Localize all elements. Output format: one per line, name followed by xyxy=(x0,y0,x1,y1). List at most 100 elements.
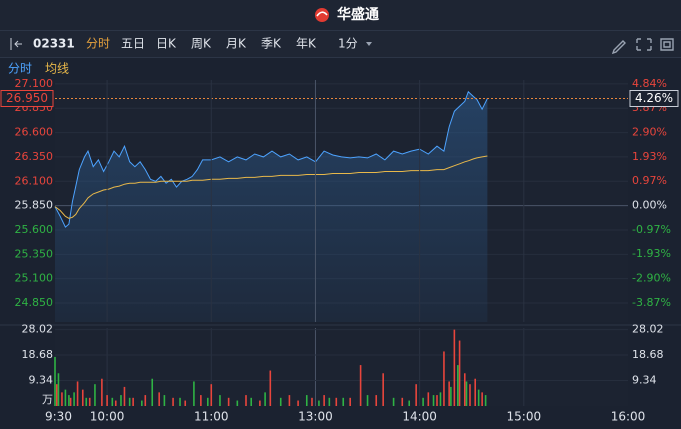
volume-bar xyxy=(422,397,424,406)
volume-bar xyxy=(106,395,108,406)
y-tick-label: 9.34 xyxy=(29,374,54,387)
volume-bar xyxy=(85,397,88,406)
volume-bar xyxy=(114,400,117,406)
y-tick-label: 25.600 xyxy=(15,223,54,236)
volume-bar xyxy=(401,397,404,406)
y-tick-label: 27.100 xyxy=(15,77,54,90)
volume-bar xyxy=(318,400,320,406)
volume-bar xyxy=(184,400,187,406)
volume-bar xyxy=(219,395,221,406)
volume-bar xyxy=(144,395,147,406)
volume-bar xyxy=(382,373,384,406)
y2-tick-label: -3.87% xyxy=(632,296,671,309)
x-tick-label: 11:00 xyxy=(194,410,229,424)
app-title: 华盛通 xyxy=(337,6,379,23)
volume-bar xyxy=(73,392,75,406)
y-tick-label: 26.350 xyxy=(15,150,54,163)
volume-bar xyxy=(474,378,476,406)
volume-bar xyxy=(55,384,58,406)
average-line xyxy=(54,155,488,219)
volume-bar xyxy=(264,392,266,406)
volume-bar xyxy=(236,400,239,406)
volume-bar xyxy=(484,395,487,406)
period-tab[interactable]: 季K xyxy=(261,37,282,51)
volume-bar xyxy=(323,395,325,406)
period-tab[interactable]: 月K xyxy=(226,37,247,51)
legend-bar xyxy=(0,58,681,80)
x-tick-label: 10:00 xyxy=(90,410,125,424)
y-tick-label: 24.850 xyxy=(15,296,54,309)
volume-bar xyxy=(439,392,442,406)
volume-bar xyxy=(415,384,417,406)
volume-bar xyxy=(57,373,60,406)
y2-tick-label: -1.93% xyxy=(632,247,671,260)
volume-bar xyxy=(64,389,67,406)
volume-bar xyxy=(342,397,345,406)
y2-tick-label: 18.68 xyxy=(632,348,664,361)
current-price-label: 26.950 xyxy=(6,91,48,105)
current-change-label: 4.26% xyxy=(635,91,673,105)
x-tick-label: 14:00 xyxy=(402,410,437,424)
volume-bar xyxy=(436,395,438,406)
volume-bar xyxy=(349,397,351,406)
volume-unit: 万 xyxy=(42,393,53,406)
y-tick-label: 25.850 xyxy=(15,199,54,212)
dropdown-arrow[interactable] xyxy=(366,42,372,46)
stock-code: 02331 xyxy=(33,37,75,51)
volume-bar xyxy=(427,392,430,406)
volume-bar xyxy=(457,365,459,406)
volume-bar xyxy=(101,378,103,406)
volume-bar xyxy=(61,392,63,406)
volume-bar xyxy=(375,395,378,406)
collapse-icon[interactable] xyxy=(10,38,22,50)
volume-bar xyxy=(128,397,131,406)
toolbar xyxy=(0,30,681,58)
volume-bar xyxy=(163,395,166,406)
volume-bar xyxy=(450,386,452,406)
period-tab[interactable]: 周K xyxy=(191,37,212,51)
y2-tick-label: 0.97% xyxy=(632,174,667,187)
volume-bar xyxy=(432,395,435,406)
x-tick-label: 13:00 xyxy=(298,410,333,424)
interval-select[interactable]: 1分 xyxy=(338,37,358,51)
volume-bar xyxy=(279,397,282,406)
volume-bar xyxy=(68,395,70,406)
volume-bar xyxy=(408,400,411,406)
volume-bar xyxy=(359,365,362,406)
volume-bar xyxy=(207,397,209,406)
period-tab[interactable]: 分时 xyxy=(86,37,110,51)
y-tick-label: 26.600 xyxy=(15,126,54,139)
y2-tick-label: 9.34 xyxy=(632,374,657,387)
y2-tick-label: -0.97% xyxy=(632,223,671,236)
volume-bar xyxy=(54,356,56,406)
price-area xyxy=(55,91,488,322)
y2-tick-label: 28.02 xyxy=(632,323,664,336)
period-tab[interactable]: 年K xyxy=(296,37,317,51)
x-tick-label: 16:00 xyxy=(611,410,646,424)
legend-item[interactable]: 分时 xyxy=(8,62,32,76)
period-tab[interactable]: 五日 xyxy=(121,37,145,51)
volume-bar xyxy=(81,389,84,406)
volume-bar xyxy=(76,381,79,406)
y2-tick-label: 2.90% xyxy=(632,126,667,139)
volume-bar xyxy=(297,400,299,406)
volume-bar xyxy=(210,384,213,406)
volume-bar xyxy=(465,381,468,406)
volume-bar xyxy=(269,370,272,406)
volume-bar xyxy=(69,397,72,406)
legend-item[interactable]: 均线 xyxy=(45,62,69,76)
y-tick-label: 26.100 xyxy=(15,174,54,187)
y2-tick-label: 4.84% xyxy=(632,77,667,90)
volume-bar xyxy=(132,397,134,406)
volume-bar xyxy=(151,378,154,406)
toolbar-icons[interactable] xyxy=(611,38,674,55)
volume-bar xyxy=(463,373,466,406)
period-tab[interactable]: 日K xyxy=(156,37,177,51)
volume-bar xyxy=(453,329,456,406)
y-tick-label: 18.68 xyxy=(22,348,54,361)
volume-bar xyxy=(179,397,181,406)
volume-bar xyxy=(481,392,483,406)
volume-bar xyxy=(305,395,308,406)
